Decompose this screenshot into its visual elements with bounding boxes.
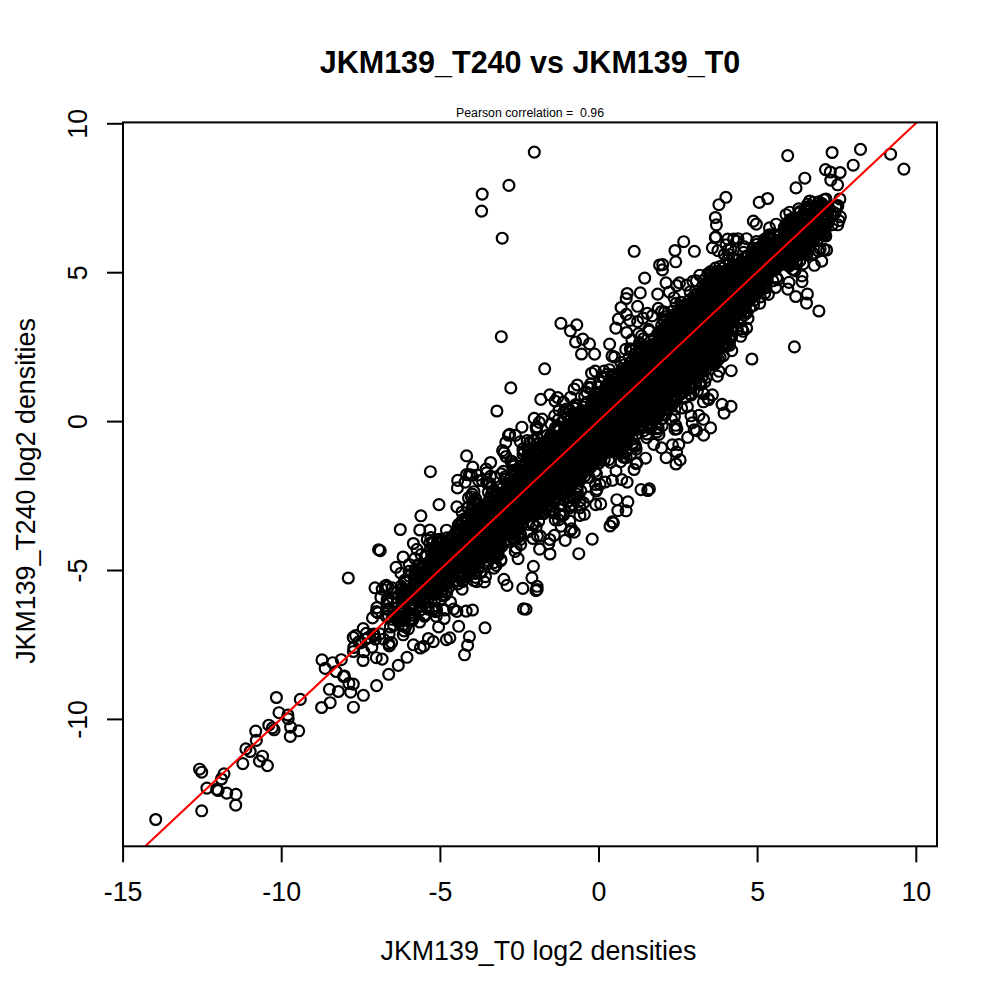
- svg-text:Pearson correlation = 0.96: Pearson correlation = 0.96: [456, 106, 604, 120]
- svg-text:10: 10: [63, 109, 93, 139]
- svg-text:JKM139_T0 log2 densities: JKM139_T0 log2 densities: [381, 936, 697, 966]
- svg-text:0: 0: [592, 877, 607, 907]
- svg-text:5: 5: [63, 265, 93, 280]
- svg-text:-5: -5: [63, 559, 93, 583]
- svg-text:-10: -10: [262, 877, 301, 907]
- svg-text:-10: -10: [63, 700, 93, 739]
- svg-text:JKM139_T240 vs JKM139_T0: JKM139_T240 vs JKM139_T0: [320, 45, 740, 79]
- svg-text:10: 10: [901, 877, 931, 907]
- svg-text:-5: -5: [428, 877, 452, 907]
- svg-text:JKM139_T240 log2 densities: JKM139_T240 log2 densities: [11, 318, 41, 664]
- svg-text:-15: -15: [104, 877, 143, 907]
- svg-text:0: 0: [63, 414, 93, 429]
- svg-text:5: 5: [750, 877, 765, 907]
